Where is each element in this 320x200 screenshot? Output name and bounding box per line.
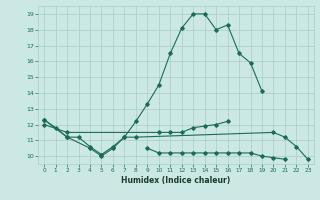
X-axis label: Humidex (Indice chaleur): Humidex (Indice chaleur): [121, 176, 231, 185]
